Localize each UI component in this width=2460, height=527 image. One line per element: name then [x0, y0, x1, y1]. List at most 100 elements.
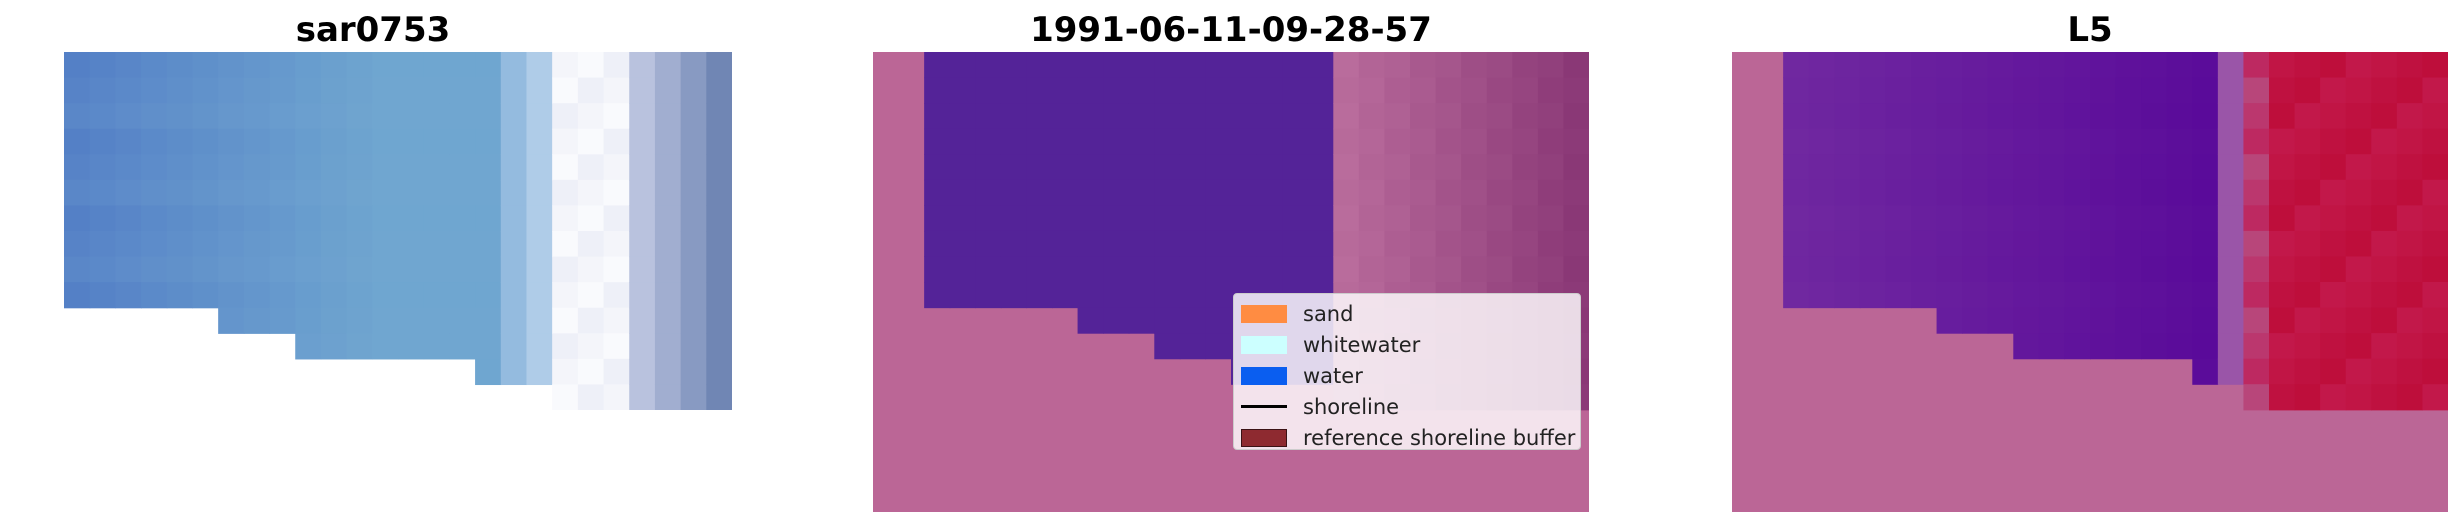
overlay-water-pixel — [1256, 256, 1283, 283]
overlay-whitewater-pixel — [1435, 154, 1462, 181]
sar-pixel — [166, 103, 194, 130]
sar-pixel — [577, 282, 605, 309]
overlay-water-pixel — [1154, 282, 1181, 309]
overlay-water-pixel — [949, 128, 976, 155]
overlay-class-pixel — [2320, 282, 2347, 309]
sar-pixel — [500, 128, 528, 155]
overlay-class-pixel — [1911, 179, 1938, 206]
legend-item-whitewater: whitewater — [1234, 329, 1580, 360]
overlay-whitewater-pixel — [1537, 103, 1565, 130]
sar-pixel — [654, 52, 682, 79]
sar-pixel — [603, 384, 630, 410]
overlay-class-pixel — [2192, 205, 2219, 232]
overlay-water-pixel — [1154, 256, 1181, 283]
sar-pixel — [89, 205, 116, 232]
overlay-whitewater-pixel — [1486, 103, 1513, 130]
overlay-class-pixel — [2371, 333, 2398, 360]
overlay-water-pixel — [1205, 154, 1232, 181]
overlay-water-pixel — [1256, 128, 1283, 155]
sar-pixel — [423, 282, 450, 309]
overlay-water-pixel — [1103, 307, 1130, 334]
overlay-class-pixel — [2396, 333, 2424, 360]
overlay-whitewater-pixel — [1563, 103, 1589, 130]
overlay-water-pixel — [1077, 307, 1104, 334]
overlay-class-pixel — [1987, 205, 2014, 232]
overlay-class-pixel — [2269, 358, 2296, 385]
sar-pixel — [577, 128, 605, 155]
sar-pixel — [372, 205, 399, 232]
overlay-water-pixel — [949, 103, 976, 130]
sar-pixel — [577, 52, 605, 79]
sar-pixel — [423, 103, 450, 130]
sar-pixel — [346, 128, 373, 155]
sar-pixel — [295, 231, 322, 258]
sar-pixel — [243, 231, 271, 258]
sar-pixel — [449, 256, 476, 283]
overlay-class-pixel — [2115, 282, 2142, 309]
overlay-class-pixel — [1808, 52, 1835, 79]
overlay-class-pixel — [2115, 52, 2142, 79]
overlay-class-pixel — [1911, 77, 1938, 104]
overlay-class-pixel — [1808, 179, 1835, 206]
overlay-class-pixel — [1936, 77, 1963, 104]
sar-pixel — [320, 307, 348, 334]
overlay-class-pixel — [1808, 77, 1835, 104]
sar-pixel — [64, 103, 91, 130]
sar-pixel — [346, 333, 373, 360]
sar-pixel — [115, 77, 142, 104]
overlay-class-pixel — [2192, 52, 2219, 79]
overlay-whitewater-pixel — [1333, 205, 1360, 232]
overlay-water-pixel — [1154, 154, 1181, 181]
sar-pixel — [680, 358, 707, 386]
sar-pixel — [269, 77, 296, 104]
overlay-water-pixel — [1052, 205, 1079, 232]
overlay-class-pixel — [1783, 128, 1810, 155]
overlay-whitewater-pixel — [1537, 52, 1565, 79]
overlay-water-pixel — [1128, 205, 1155, 232]
overlay-water-pixel — [1026, 205, 1053, 232]
overlay-class-pixel — [2115, 103, 2142, 130]
overlay-water-pixel — [1000, 282, 1028, 309]
overlay-class-pixel — [1911, 205, 1938, 232]
sar-pixel — [475, 154, 502, 181]
overlay-class-pixel — [2320, 52, 2347, 79]
sar-pixel — [629, 154, 656, 181]
overlay-class-pixel — [2038, 52, 2066, 79]
sar-pixel — [706, 52, 732, 79]
image-L5 — [1732, 52, 2448, 512]
overlay-water-pixel — [1000, 179, 1028, 206]
overlay-class-pixel — [1783, 230, 1810, 258]
sar-pixel — [706, 256, 732, 283]
overlay-water-pixel — [1231, 154, 1258, 181]
overlay-class-pixel — [2192, 154, 2219, 181]
sar-pixel — [192, 231, 219, 258]
overlay-whitewater-pixel — [1384, 103, 1411, 130]
overlay-class-pixel — [1936, 179, 1963, 206]
sar-pixel — [603, 256, 630, 283]
overlay-water-pixel — [1231, 205, 1258, 232]
overlay-water-pixel — [1205, 179, 1232, 206]
sar-pixel — [423, 128, 450, 155]
sar-pixel — [320, 282, 348, 309]
overlay-water-pixel — [1231, 128, 1258, 155]
overlay-whitewater-pixel — [1358, 154, 1386, 181]
sar-pixel — [475, 77, 502, 104]
overlay-whitewater-pixel — [1410, 256, 1437, 283]
overlay-water-pixel — [1307, 128, 1334, 155]
overlay-class-pixel — [2345, 52, 2372, 79]
overlay-class-pixel — [1783, 77, 1810, 104]
overlay-class-pixel — [2166, 77, 2193, 104]
overlay-class-pixel — [1885, 154, 1912, 181]
sar-pixel — [218, 282, 245, 309]
sar-pixel — [629, 256, 656, 283]
sar-pixel — [654, 384, 682, 410]
sar-pixel — [64, 128, 91, 155]
overlay-class-pixel — [1859, 256, 1887, 283]
sar-pixel — [398, 256, 425, 283]
overlay-class-pixel — [2269, 52, 2296, 79]
sar-pixel — [218, 205, 245, 232]
sar-pixel — [398, 179, 425, 207]
overlay-class-pixel — [1859, 77, 1887, 104]
overlay-class-pixel — [2115, 179, 2142, 206]
legend-label-reference-buffer: reference shoreline buffer — [1303, 425, 1576, 450]
